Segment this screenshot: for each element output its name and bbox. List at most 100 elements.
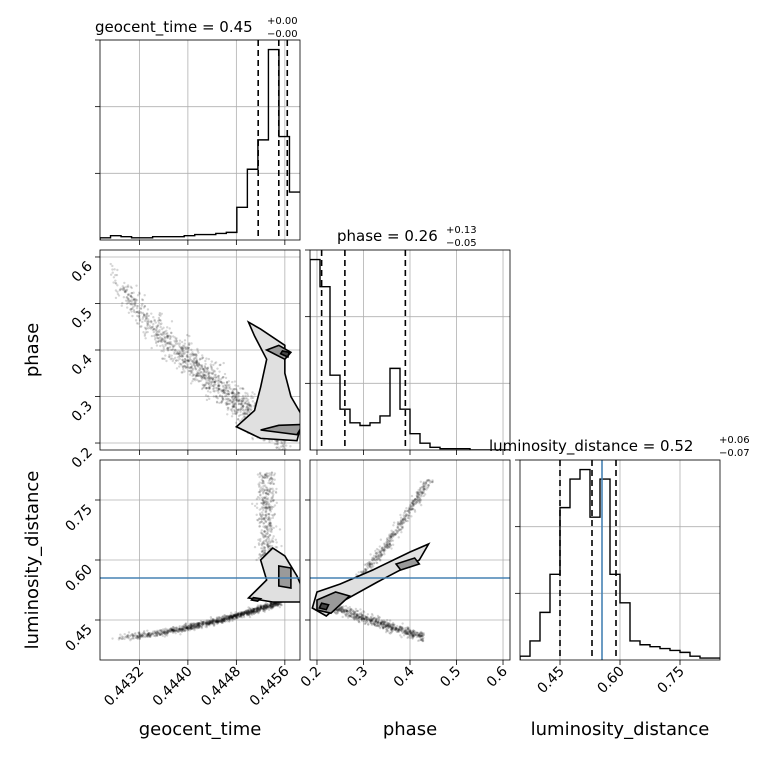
sample-point	[352, 609, 355, 613]
sample-point	[160, 338, 163, 341]
sample-point	[344, 609, 348, 613]
sample-point	[250, 612, 253, 615]
sample-point	[193, 625, 196, 629]
sample-point	[386, 629, 390, 633]
sample-point	[148, 634, 152, 637]
sample-point	[427, 479, 430, 483]
sample-point	[244, 400, 248, 403]
sample-point	[383, 549, 386, 553]
sample-point	[415, 631, 418, 634]
sample-point	[380, 621, 383, 624]
sample-point	[267, 542, 270, 545]
sample-point	[265, 605, 268, 608]
sample-point	[228, 399, 231, 402]
sample-point	[232, 614, 236, 617]
sample-point	[177, 628, 180, 632]
sample-point	[387, 624, 390, 627]
sample-point	[350, 615, 353, 618]
sample-point	[208, 385, 212, 388]
sample-point	[193, 625, 197, 628]
sample-point	[254, 607, 258, 610]
sample-point	[275, 446, 278, 450]
sample-point	[180, 346, 183, 349]
sample-point	[272, 602, 275, 605]
sample-point	[214, 620, 218, 623]
title-luminosity-distance-main: luminosity_distance = 0.52	[489, 437, 693, 456]
sample-point	[276, 603, 279, 606]
sample-point	[173, 629, 176, 633]
sample-point	[132, 305, 135, 309]
sample-point	[357, 616, 360, 620]
sample-point	[388, 544, 391, 547]
sample-point	[171, 359, 174, 363]
sample-point	[217, 388, 221, 391]
sample-point	[410, 507, 413, 511]
sample-point	[397, 628, 400, 631]
sample-point	[411, 499, 414, 503]
sample-point	[162, 350, 165, 353]
sample-point	[385, 543, 389, 547]
sample-point	[141, 632, 144, 635]
sample-point	[268, 517, 271, 521]
sample-point	[264, 604, 267, 607]
density-contour	[260, 423, 300, 436]
sample-point	[142, 313, 146, 316]
sample-point	[385, 624, 388, 628]
sample-point	[218, 620, 222, 623]
sample-point	[171, 628, 174, 631]
sample-point	[401, 525, 404, 528]
sample-point	[243, 612, 246, 615]
sample-point	[257, 611, 260, 615]
title-geocent-time-main: geocent_time = 0.45	[95, 18, 253, 37]
sample-point	[181, 358, 184, 362]
sample-point	[271, 605, 274, 608]
sample-point	[151, 633, 154, 636]
sample-point	[214, 386, 218, 390]
sample-point	[258, 491, 262, 494]
sample-point	[355, 609, 359, 613]
sample-point	[256, 606, 259, 610]
sample-point	[209, 391, 212, 394]
sample-point	[265, 528, 269, 531]
sample-point	[237, 613, 240, 616]
sample-point	[221, 384, 225, 388]
sample-point	[364, 622, 367, 625]
sample-point	[245, 614, 249, 617]
sample-point	[259, 537, 262, 541]
sample-point	[236, 400, 239, 403]
sample-point	[355, 613, 359, 616]
sample-point	[231, 396, 234, 399]
sample-point	[379, 625, 382, 628]
sample-point	[219, 619, 223, 622]
sample-point	[422, 633, 426, 636]
sample-point	[352, 615, 355, 619]
sample-point	[209, 621, 212, 624]
sample-point	[225, 386, 228, 390]
sample-point	[398, 521, 401, 524]
sample-point	[217, 620, 220, 623]
sample-point	[129, 307, 132, 311]
sample-point	[267, 516, 271, 519]
sample-point	[401, 631, 404, 634]
sample-point	[146, 327, 150, 330]
sample-point	[247, 612, 251, 615]
sample-point	[216, 617, 219, 621]
sample-point	[231, 380, 234, 384]
sample-point	[261, 499, 265, 503]
sample-point	[276, 442, 279, 445]
sample-point	[426, 486, 429, 490]
sample-point	[403, 630, 406, 633]
sample-point	[415, 631, 419, 635]
sample-point	[215, 620, 219, 623]
sample-point	[343, 610, 346, 614]
sample-point	[269, 603, 273, 606]
sample-point	[251, 400, 255, 403]
sample-point	[177, 352, 181, 355]
sample-point	[219, 378, 223, 381]
sample-point	[193, 622, 196, 625]
sample-point	[126, 634, 129, 637]
sample-point	[381, 624, 384, 628]
sample-point	[391, 532, 394, 535]
sample-point	[246, 408, 250, 412]
